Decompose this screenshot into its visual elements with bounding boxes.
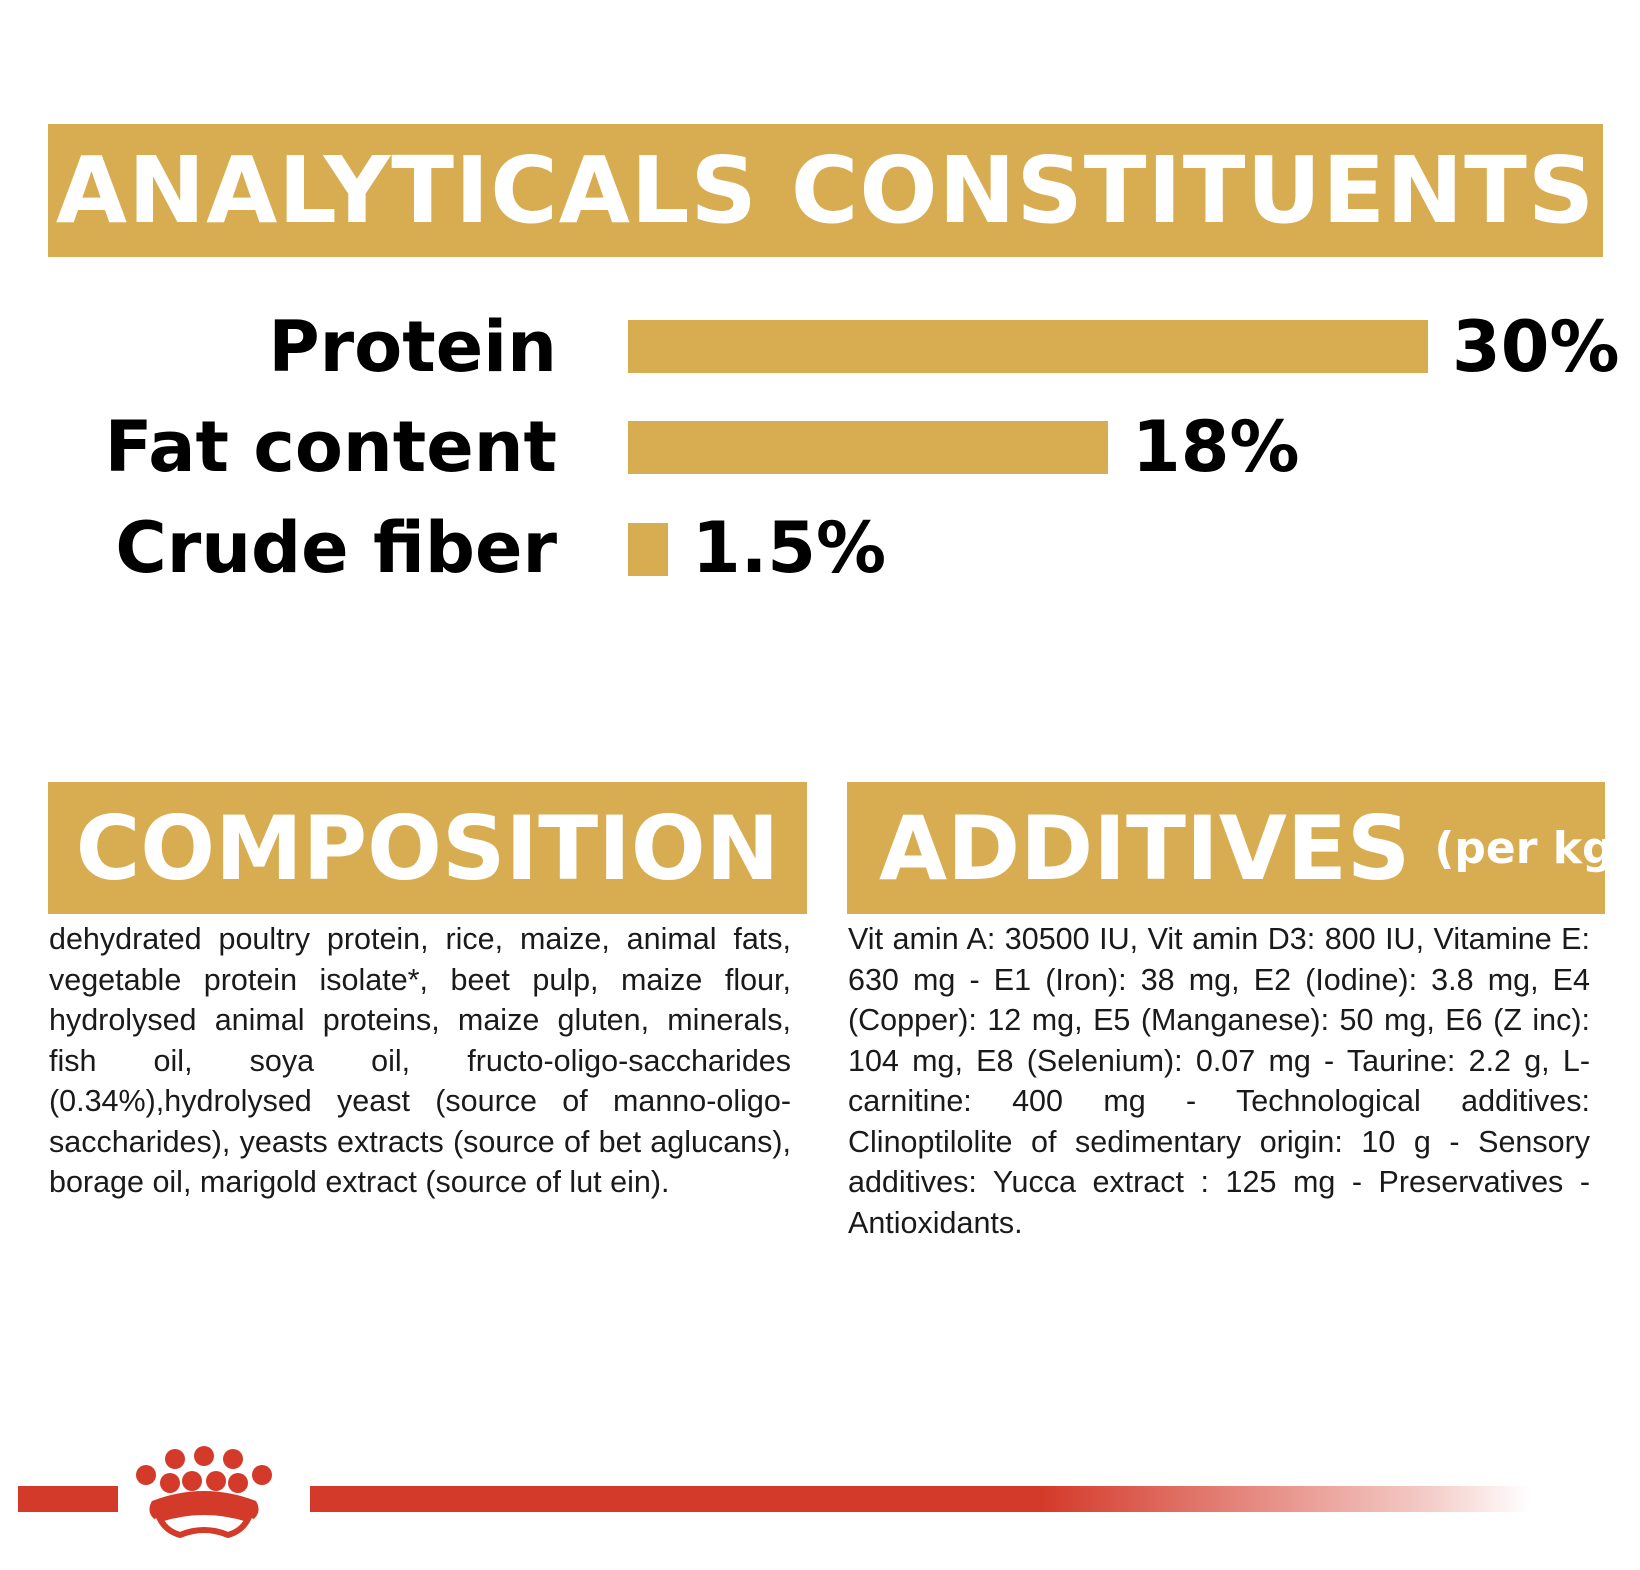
composition-banner: COMPOSITION	[48, 782, 807, 914]
protein-value: 30%	[1452, 306, 1620, 388]
additives-banner: ADDITIVES (per kg)	[847, 782, 1634, 914]
crude-fiber-value: 1.5%	[692, 507, 887, 589]
crown-logo-icon	[136, 1446, 272, 1539]
footer-line-left	[18, 1486, 118, 1512]
fat-content-value: 18%	[1132, 406, 1300, 488]
additives-subtitle: (per kg)	[1434, 822, 1634, 874]
protein-label: Protein	[268, 306, 557, 388]
composition-title: COMPOSITION	[75, 796, 780, 900]
additives-title: ADDITIVES	[879, 796, 1411, 900]
protein-bar	[628, 320, 1428, 373]
crude-fiber-bar	[628, 523, 668, 576]
fat-content-label: Fat content	[104, 406, 557, 488]
analytical-constituents-title: ANALYTICALS CONSTITUENTS	[55, 137, 1596, 244]
crude-fiber-label: Crude fiber	[115, 507, 557, 589]
analytical-constituents-banner: ANALYTICALS CONSTITUENTS	[48, 124, 1603, 257]
fat-content-bar	[628, 421, 1108, 474]
footer-line-right	[310, 1486, 1530, 1512]
composition-text: dehydrated poultry protein, rice, maize,…	[49, 922, 791, 1199]
additives-text: Vit amin A: 30500 IU, Vit amin D3: 800 I…	[848, 922, 1590, 1240]
